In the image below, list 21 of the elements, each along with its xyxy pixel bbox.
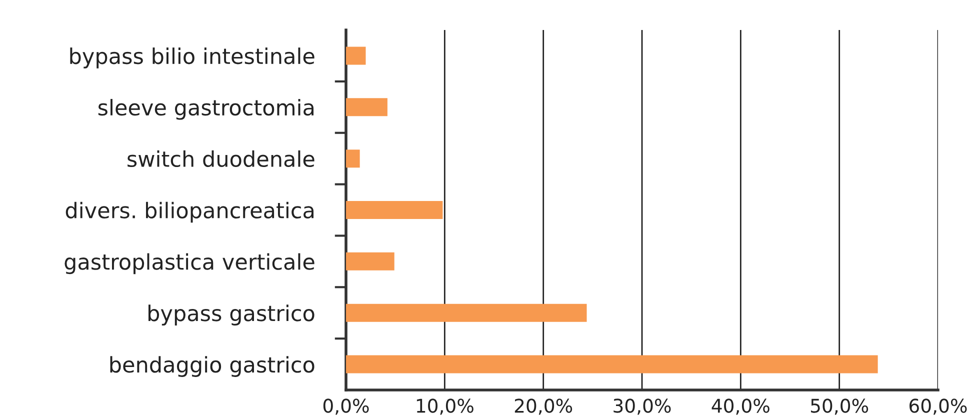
x-tick-label: 30,0%	[614, 398, 671, 415]
bar	[346, 304, 587, 322]
bar	[346, 150, 360, 168]
x-tick-label: 60,0%	[910, 398, 967, 415]
bar	[346, 98, 388, 116]
y-tick-label: bypass gastrico	[148, 304, 314, 326]
x-tick-label: 20,0%	[514, 398, 572, 415]
x-tick-label: 10,0%	[416, 398, 474, 415]
bar	[346, 252, 394, 270]
y-tick-label: bypass bilio intestinale	[70, 48, 314, 68]
x-tick-label: 40,0%	[712, 398, 770, 415]
bar	[346, 201, 443, 219]
y-tick-label: switch duodenale	[128, 150, 314, 168]
y-tick-label: gastroplastica verticale	[64, 253, 314, 274]
bar	[346, 355, 878, 374]
y-tick-label: sleeve gastroctomia	[98, 98, 314, 120]
x-tick-label: 0,0%	[323, 398, 369, 415]
x-tick-label: 50,0%	[811, 398, 868, 415]
y-tick-label: bendaggio gastrico	[110, 356, 314, 377]
bar	[346, 46, 366, 65]
y-tick-label: divers. biliopancreatica	[66, 202, 314, 223]
